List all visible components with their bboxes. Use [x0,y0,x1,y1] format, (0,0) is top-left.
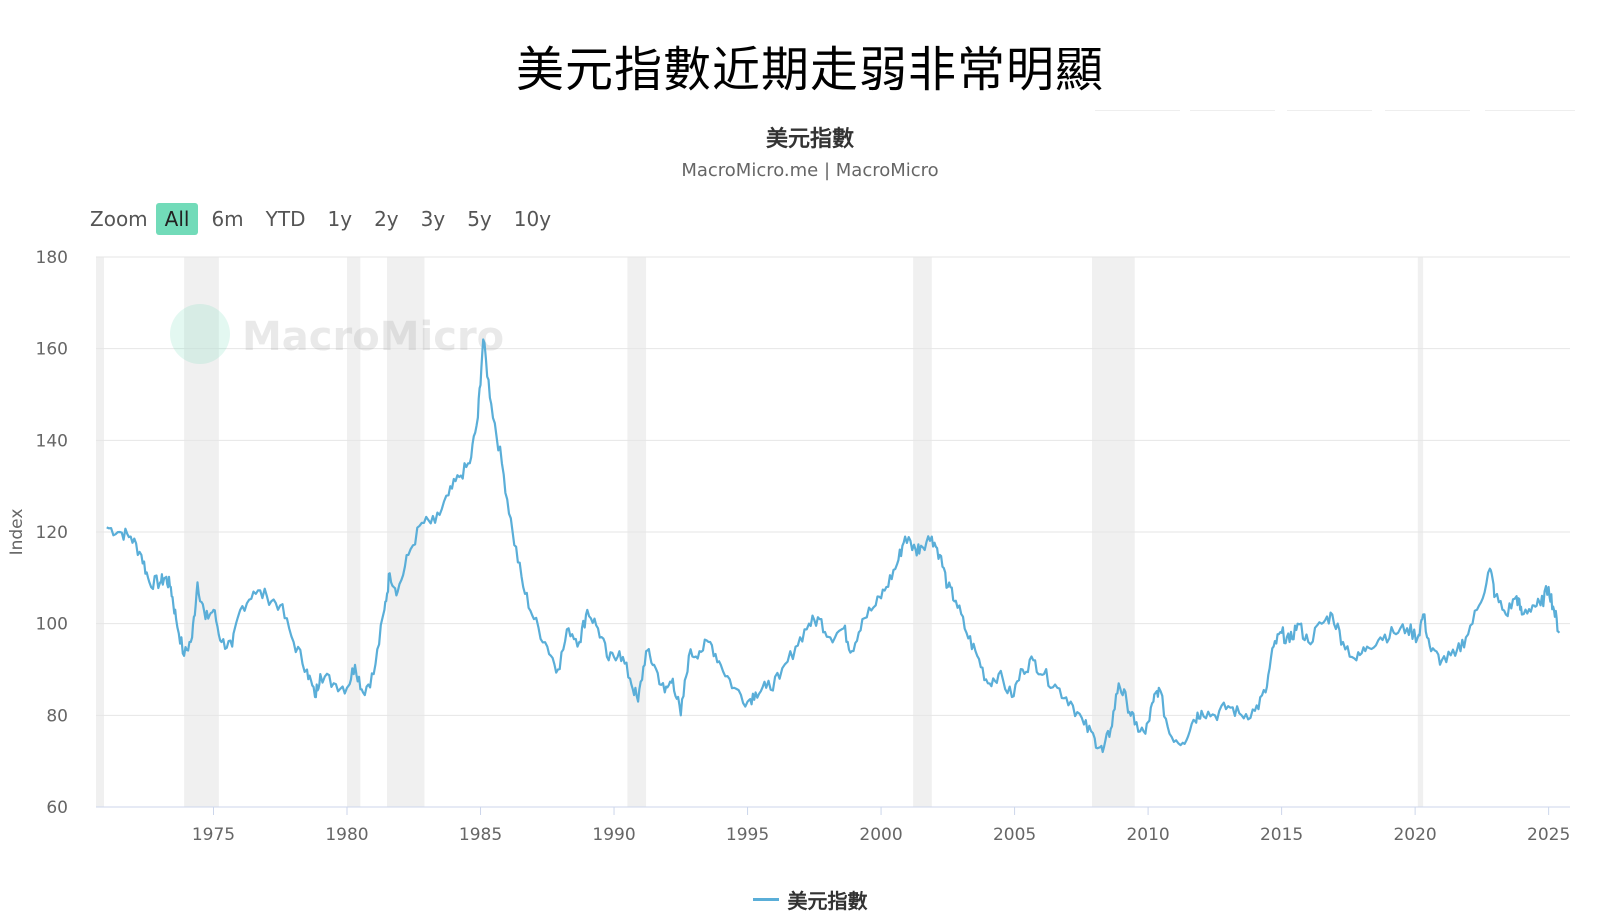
watermark-logo-icon [170,304,230,364]
x-tick-label-1990: 1990 [592,825,635,845]
y-axis-title: Index [7,509,27,556]
x-tick-label-2000: 2000 [859,825,902,845]
y-tick-label-180: 180 [36,248,68,268]
series-line-dxy [106,338,1561,754]
x-tick-label-1985: 1985 [459,825,502,845]
y-tick-label-100: 100 [36,615,68,635]
y-tick-label-120: 120 [36,523,68,543]
zoom-button-2y[interactable]: 2y [374,207,399,231]
chart-legend: 美元指數 [0,885,1620,914]
y-tick-label-140: 140 [36,431,68,451]
legend-label[interactable]: 美元指數 [787,889,868,913]
zoom-button-10y[interactable]: 10y [513,207,552,231]
x-tick-label-1980: 1980 [325,825,368,845]
x-tick-label-2010: 2010 [1126,825,1169,845]
zoom-button-3y[interactable]: 3y [420,207,446,231]
chart-source: MacroMicro.me | MacroMicro [681,160,939,181]
y-tick-label-60: 60 [46,798,68,818]
y-tick-label-160: 160 [36,340,68,360]
zoom-button-all[interactable]: All [155,203,199,235]
zoom-button-1y[interactable]: 1y [327,207,353,231]
watermark-text: MacroMicro [242,314,504,360]
x-tick-label-2020: 2020 [1393,825,1436,845]
page-headline: 美元指數近期走弱非常明顯 [515,42,1104,98]
x-tick-label-2025: 2025 [1527,825,1570,845]
x-tick-label-2015: 2015 [1260,825,1303,845]
legend-swatch [752,898,779,901]
zoom-button-6m[interactable]: 6m [211,207,244,231]
zoom-button-ytd[interactable]: YTD [265,207,306,231]
x-tick-label-2005: 2005 [993,825,1036,845]
zoom-buttons: All 6m YTD 1y 2y 3y 5y 10y [155,203,564,235]
zoom-label: Zoom [90,207,148,231]
x-tick-label-1975: 1975 [192,825,235,845]
zoom-button-5y[interactable]: 5y [467,207,492,231]
x-tick-label-1995: 1995 [726,825,769,845]
y-tick-label-80: 80 [46,706,68,726]
zoom-range-selector: Zoom All 6m YTD 1y 2y 3y 5y 10y [90,203,564,235]
chart-title: 美元指數 [765,127,854,152]
